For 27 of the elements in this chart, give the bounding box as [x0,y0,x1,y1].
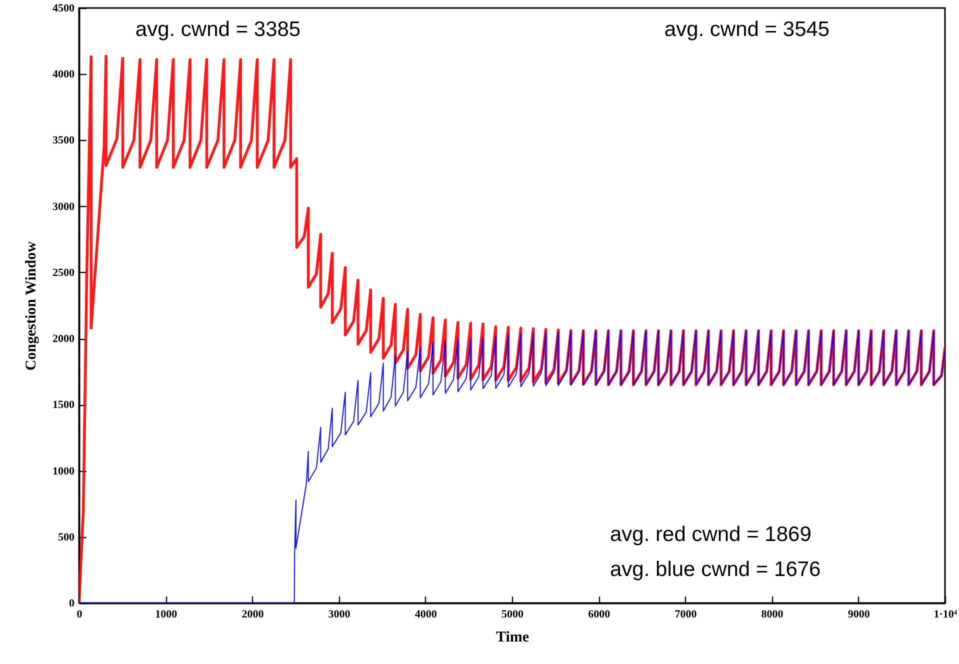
x-tick-label: 1·10⁴ [934,608,958,620]
x-tick-label: 7000 [674,608,698,620]
x-tick-label: 5000 [502,608,524,620]
annotation: avg. blue cwnd = 1676 [610,558,821,581]
y-tick-label: 1000 [52,465,75,478]
annotation: avg. cwnd = 3385 [135,18,301,41]
y-tick-label: 0 [69,598,75,610]
y-tick-label: 2000 [52,333,75,346]
x-axis-title: Time [496,630,530,646]
y-tick-label: 500 [58,531,75,544]
y-tick-label: 4000 [52,68,75,81]
annotation: avg. red cwnd = 1869 [610,523,812,546]
annotation: avg. cwnd = 3545 [664,18,830,41]
y-tick-label: 3000 [52,200,75,213]
x-tick-label: 3000 [328,608,351,620]
x-tick-label: 9000 [848,608,870,620]
y-tick-label: 4500 [52,2,75,14]
y-tick-label: 1500 [52,399,75,412]
x-tick-label: 6000 [588,608,611,620]
y-tick-label: 3500 [52,134,75,147]
x-tick-label: 0 [76,608,83,620]
x-tick-label: 8000 [761,608,784,620]
y-axis-title: Congestion Window [24,241,40,371]
x-tick-label: 2000 [242,608,264,620]
y-tick-label: 2500 [52,266,75,279]
x-tick-label: 1000 [155,608,178,620]
x-tick-label: 4000 [414,608,438,620]
